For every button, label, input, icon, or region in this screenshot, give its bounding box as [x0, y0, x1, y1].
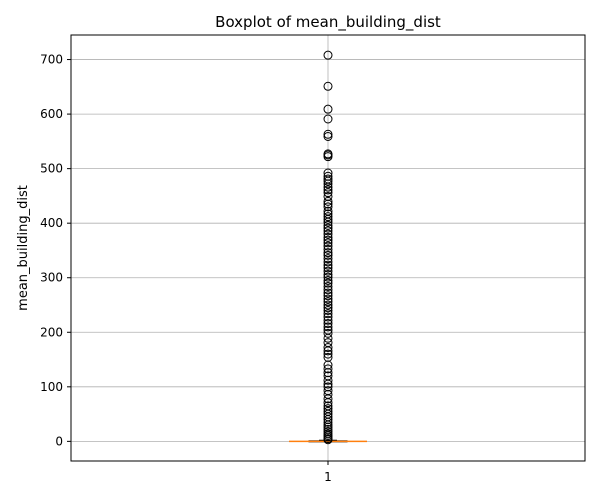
gridlines — [71, 35, 585, 461]
outlier-point — [323, 269, 333, 279]
outlier-point — [323, 226, 333, 236]
outlier-point — [323, 420, 333, 430]
outlier-point — [323, 263, 333, 273]
y-tick-label: 100 — [40, 380, 63, 394]
outlier-point — [323, 272, 333, 282]
outlier-point — [323, 244, 333, 254]
outlier-point — [323, 398, 333, 408]
outlier-point — [323, 346, 333, 356]
outlier-point — [323, 241, 333, 251]
outlier-point — [323, 202, 333, 212]
outlier-point — [323, 50, 333, 60]
y-tick-label: 700 — [40, 53, 63, 67]
x-tick-label: 1 — [324, 470, 332, 484]
outlier-point — [323, 248, 333, 258]
outlier-point — [323, 275, 333, 285]
outlier-point — [323, 229, 333, 239]
y-tick-label: 0 — [55, 434, 63, 448]
outlier-point — [323, 254, 333, 264]
y-tick-label: 300 — [40, 271, 63, 285]
y-tick-label: 400 — [40, 216, 63, 230]
outlier-point — [323, 238, 333, 248]
outlier-point — [323, 309, 333, 319]
outlier-point — [323, 303, 333, 313]
outlier-point — [323, 232, 333, 242]
outlier-point — [323, 152, 333, 162]
outlier-point — [323, 131, 333, 141]
outlier-point — [323, 235, 333, 245]
outlier-point — [323, 294, 333, 304]
y-tick-label: 200 — [40, 325, 63, 339]
outlier-point — [323, 349, 333, 359]
outlier-point — [323, 328, 333, 338]
outlier-point — [323, 305, 333, 315]
outlier-point — [323, 185, 333, 195]
outlier-point — [323, 257, 333, 267]
outlier-point — [323, 343, 333, 353]
x-axis: 1 — [324, 461, 332, 484]
chart-title: Boxplot of mean_building_dist — [215, 13, 441, 32]
outlier-point — [323, 278, 333, 288]
outlier-point — [323, 266, 333, 276]
outlier-point — [323, 319, 333, 329]
outlier-point — [323, 104, 333, 114]
outlier-point — [323, 312, 333, 322]
outlier-point — [323, 81, 333, 91]
outlier-point — [323, 288, 333, 298]
outlier-point — [323, 435, 333, 445]
outlier-point — [323, 250, 333, 260]
outlier-point — [323, 379, 333, 389]
outlier-point — [323, 260, 333, 270]
outlier-point — [323, 196, 333, 206]
outlier-point — [323, 417, 333, 427]
outlier-point — [323, 364, 333, 374]
outlier-point — [323, 300, 333, 310]
outlier-point — [323, 188, 333, 198]
outlier-point — [323, 176, 333, 186]
outlier-point — [323, 129, 333, 139]
outlier-point — [323, 220, 333, 230]
plot-frame — [70, 34, 586, 462]
outlier-point — [323, 281, 333, 291]
outlier-point — [323, 291, 333, 301]
outlier-point — [323, 212, 333, 222]
outlier-point — [323, 375, 333, 385]
outlier-point — [323, 182, 333, 192]
y-axis-label: mean_building_dist — [16, 185, 31, 311]
outlier-point — [323, 322, 333, 332]
outlier-point — [323, 214, 333, 224]
outlier-point — [323, 223, 333, 233]
y-tick-label: 600 — [40, 107, 63, 121]
outlier-point — [323, 394, 333, 404]
outlier-point — [323, 199, 333, 209]
outlier-point — [323, 297, 333, 307]
outlier-points — [323, 50, 333, 445]
outlier-point — [323, 333, 333, 343]
outlier-point — [323, 285, 333, 295]
outlier-point — [323, 114, 333, 124]
outlier-point — [323, 315, 333, 325]
outlier-point — [323, 179, 333, 189]
y-axis: 0 100 200 300 400 500 600 700 — [40, 53, 71, 448]
y-tick-label: 500 — [40, 162, 63, 176]
outlier-point — [323, 217, 333, 227]
